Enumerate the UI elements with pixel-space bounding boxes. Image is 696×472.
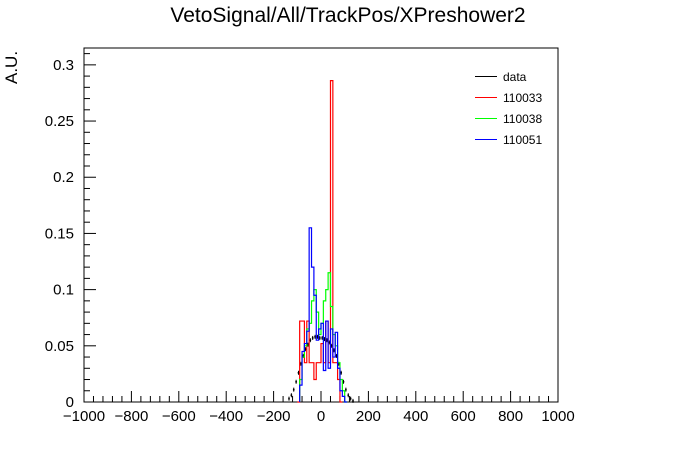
x-tick-label: −600 [162,408,196,425]
data-point-marker [340,371,342,374]
y-tick-label: 0.15 [45,225,74,242]
data-point-marker [342,380,345,383]
data-point-marker [326,339,328,341]
x-tick-label: −200 [257,408,291,425]
legend-label: 110051 [503,132,543,147]
legend-label: data [503,69,527,84]
data-point-marker [300,362,302,365]
x-tick-label: 1000 [541,408,574,425]
legend-label: 110033 [503,90,543,105]
data-point-marker [352,400,354,402]
data-point-marker [297,371,300,374]
legend-swatch-110033 [475,97,497,98]
x-tick-label: 800 [498,408,523,425]
y-tick-label: 0.1 [53,282,74,299]
data-point-marker [316,336,319,338]
data-point-marker [349,397,352,400]
y-tick-label: 0.25 [45,113,74,130]
legend-entry: data [475,66,565,87]
data-point-marker [330,345,333,347]
data-point-marker [311,337,314,339]
data-point-marker [314,336,316,338]
x-tick-label: 400 [403,408,428,425]
legend-swatch-110051 [475,139,497,140]
x-tick-label: 0 [317,408,325,425]
data-point-marker [292,388,295,391]
x-tick-label: −400 [209,408,243,425]
axes: −1000 −800 −600 −400 −200 0 200 400 600 800 1000 0 0… [45,53,575,425]
data-point-marker [323,338,326,340]
data-point-marker [302,355,305,357]
data-point-marker [309,339,312,341]
data-point-marker [347,394,350,397]
legend-entry: 110033 [475,87,565,108]
x-tick-label: −800 [115,408,149,425]
data-point-marker [328,341,331,344]
legend-label: 110038 [503,111,543,126]
series-layer [288,79,354,403]
legend-entry: 110051 [475,129,565,150]
data-point-marker [345,388,347,391]
data-point-marker [337,362,340,365]
chart-title: VetoSignal/All/TrackPos/XPreshower2 [170,4,526,27]
data-point-marker [321,337,323,339]
y-tick-label: 0.05 [45,338,74,355]
legend: data 110033 110038 110051 [475,66,565,150]
data-point-marker [333,349,335,352]
data-point-marker [335,355,338,357]
data-point-marker [304,348,307,350]
x-tick-label: 600 [451,408,476,425]
data-point-marker [295,380,297,383]
legend-swatch-110038 [475,118,497,119]
data-point-marker [307,343,309,346]
series-110051-line [299,227,348,403]
legend-entry: 110038 [475,108,565,129]
data-point-marker [288,397,290,400]
series-110033-line [297,79,343,403]
legend-swatch-data [475,76,497,77]
x-tick-label: 200 [356,408,381,425]
y-tick-label: 0.2 [53,169,74,186]
y-tick-label: 0.3 [53,57,74,74]
data-point-marker [319,337,321,339]
x-tick-label: −1000 [63,408,105,425]
y-tick-label: 0 [66,394,74,411]
data-point-marker [290,394,293,397]
